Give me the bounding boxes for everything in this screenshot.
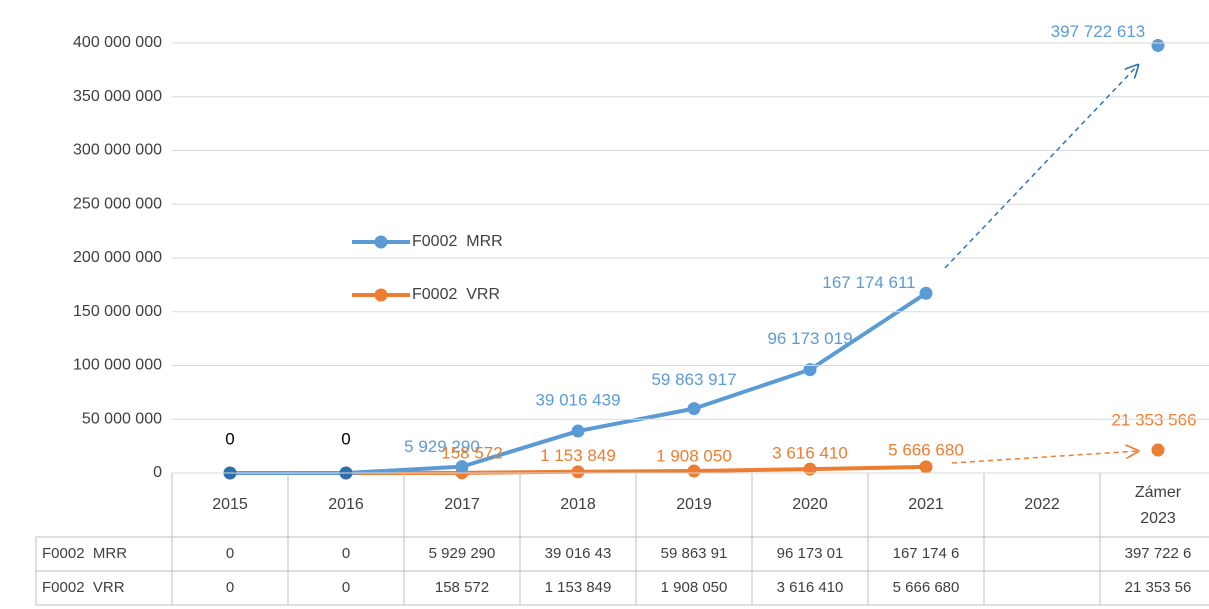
x-tick-label: Zámer 2023 [1135, 484, 1182, 527]
table-cell: 0 [226, 579, 234, 596]
data-label: 397 722 613 [1051, 22, 1146, 41]
data-point [571, 424, 585, 438]
y-tick-label: 400 000 000 [73, 34, 162, 51]
data-point [919, 286, 933, 300]
y-tick-label: 300 000 000 [73, 142, 162, 159]
x-tick-label: 2016 [328, 496, 364, 513]
table-cell: 39 016 43 [545, 545, 612, 562]
x-tick-label: 2021 [908, 496, 944, 513]
table-cell: 167 174 6 [893, 545, 960, 562]
y-tick-label: 350 000 000 [73, 88, 162, 105]
trend-arrow [944, 65, 1138, 269]
x-tick-label: 2022 [1024, 496, 1060, 513]
data-label: 3 616 410 [772, 444, 848, 463]
table-cell: 5 666 680 [893, 579, 960, 596]
data-label: 1 153 849 [540, 446, 616, 465]
y-tick-label: 200 000 000 [73, 249, 162, 266]
table-cell: 0 [342, 579, 350, 596]
y-tick-label: 0 [153, 464, 162, 481]
table-row-header: F0002 MRR [42, 545, 127, 562]
legend-label: F0002 VRR [412, 286, 500, 303]
table-row-header: F0002 VRR [42, 579, 125, 596]
x-tick-label: 2018 [560, 496, 596, 513]
table-cell: 96 173 01 [777, 545, 844, 562]
y-tick-label: 250 000 000 [73, 195, 162, 212]
data-point [919, 460, 933, 474]
x-tick-label: 2019 [676, 496, 712, 513]
table-cell: 59 863 91 [661, 545, 728, 562]
data-label: 1 908 050 [656, 446, 732, 465]
legend-label: F0002 MRR [412, 233, 503, 250]
table-cell: 1 153 849 [545, 579, 612, 596]
data-point [571, 465, 585, 479]
data-point [687, 464, 701, 478]
data-point [1151, 443, 1165, 457]
data-label: 0 [225, 429, 234, 448]
data-label: 0 [341, 429, 350, 448]
x-tick-label: 2017 [444, 496, 480, 513]
table-cell: 0 [342, 545, 350, 562]
x-tick-label: 2015 [212, 496, 248, 513]
data-label: 96 173 019 [767, 329, 852, 348]
y-tick-label: 150 000 000 [73, 303, 162, 320]
data-label: 167 174 611 [822, 273, 915, 292]
table-cell: 3 616 410 [777, 579, 844, 596]
trend-arrow [951, 451, 1138, 464]
data-label: 5 666 680 [888, 440, 964, 459]
y-tick-label: 100 000 000 [73, 357, 162, 374]
table-cell: 5 929 290 [429, 545, 496, 562]
data-point [687, 402, 701, 416]
y-tick-label: 50 000 000 [82, 410, 162, 427]
data-label: 21 353 566 [1111, 411, 1196, 430]
data-label: 158 572 [441, 443, 502, 462]
data-label: 5 929 290 [404, 437, 480, 456]
data-point [803, 462, 817, 476]
data-label: 59 863 917 [651, 370, 736, 389]
x-tick-label: 2020 [792, 496, 828, 513]
table-cell: 397 722 6 [1125, 545, 1192, 562]
data-label: 39 016 439 [535, 391, 620, 410]
table-cell: 1 908 050 [661, 579, 728, 596]
table-cell: 0 [226, 545, 234, 562]
data-point [1151, 38, 1165, 52]
data-point [803, 363, 817, 377]
table-cell: 158 572 [435, 579, 489, 596]
data-point [455, 460, 469, 474]
table-cell: 21 353 56 [1125, 579, 1192, 596]
